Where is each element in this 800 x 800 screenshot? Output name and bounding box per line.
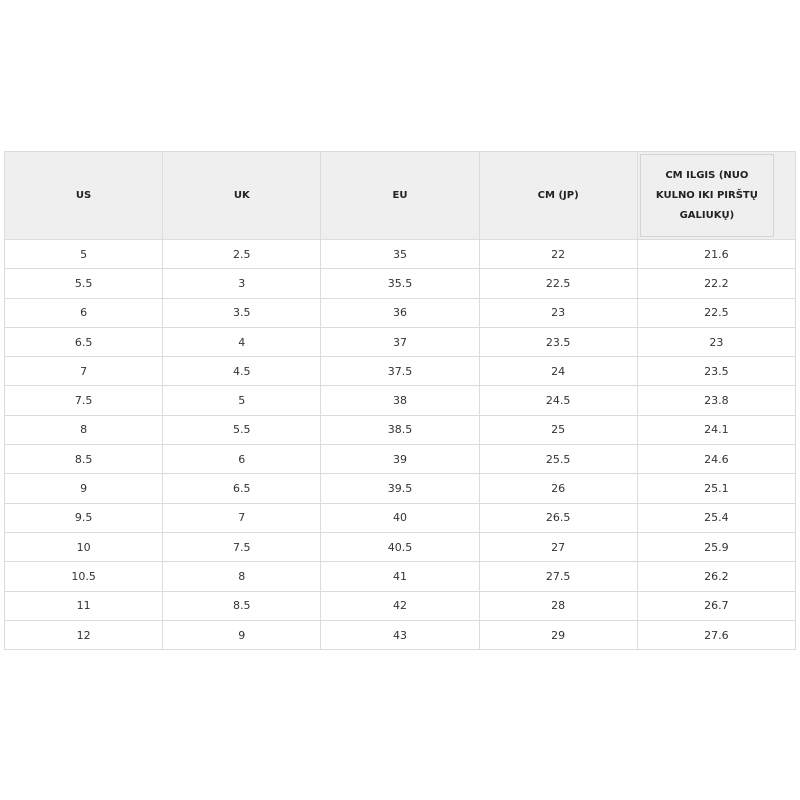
cell-cm-jp: 23 xyxy=(478,297,638,328)
cell-cm-length: 24.1 xyxy=(636,414,797,446)
cell-us: 8 xyxy=(3,414,164,446)
cell-eu: 40.5 xyxy=(320,531,480,563)
cell-cm-length: 22.2 xyxy=(636,268,797,299)
cell-cm-jp: 25 xyxy=(478,414,638,446)
cell-us: 5 xyxy=(3,238,164,270)
table-row: 10.5 8 41 27.5 26.2 xyxy=(3,561,797,592)
cell-cm-jp: 22.5 xyxy=(478,268,638,299)
header-cm-length: CM ILGIS (NUO KULNO IKI PIRŠTŲ GALIUKŲ) xyxy=(636,151,797,240)
cell-us: 7 xyxy=(3,356,164,387)
cell-uk: 5 xyxy=(162,385,322,416)
cell-us: 6 xyxy=(3,297,164,328)
cell-cm-jp: 27.5 xyxy=(478,561,638,592)
cell-uk: 5.5 xyxy=(162,414,322,446)
cell-cm-length: 24.6 xyxy=(636,444,797,475)
cell-eu: 39 xyxy=(320,444,480,475)
cell-cm-jp: 26 xyxy=(478,473,638,504)
cell-cm-jp: 27 xyxy=(478,531,638,563)
table-row: 5 2.5 35 22 21.6 xyxy=(3,238,797,270)
cell-eu: 37 xyxy=(320,326,480,358)
cell-uk: 4.5 xyxy=(162,356,322,387)
cell-cm-length: 26.7 xyxy=(636,590,797,621)
cell-eu: 36 xyxy=(320,297,480,328)
cell-cm-jp: 25.5 xyxy=(478,444,638,475)
cell-uk: 6 xyxy=(162,444,322,475)
table-row: 10 7.5 40.5 27 25.9 xyxy=(3,531,797,563)
cell-cm-jp: 26.5 xyxy=(478,502,638,533)
cell-eu: 40 xyxy=(320,502,480,533)
table-row: 11 8.5 42 28 26.7 xyxy=(3,590,797,621)
cell-cm-jp: 28 xyxy=(478,590,638,621)
cell-cm-jp: 24 xyxy=(478,356,638,387)
table-row: 8 5.5 38.5 25 24.1 xyxy=(3,414,797,446)
cell-uk: 4 xyxy=(162,326,322,358)
cell-eu: 41 xyxy=(320,561,480,592)
cell-us: 7.5 xyxy=(3,385,164,416)
cell-cm-jp: 22 xyxy=(478,238,638,270)
header-cm-jp: CM (JP) xyxy=(478,151,638,240)
cell-us: 9.5 xyxy=(3,502,164,533)
cell-cm-length: 25.1 xyxy=(636,473,797,504)
cell-eu: 38.5 xyxy=(320,414,480,446)
cell-us: 10 xyxy=(3,531,164,563)
header-us: US xyxy=(3,151,164,240)
cell-uk: 8.5 xyxy=(162,590,322,621)
cell-eu: 43 xyxy=(320,619,480,651)
cell-us: 11 xyxy=(3,590,164,621)
cell-us: 12 xyxy=(3,619,164,651)
table-row: 9.5 7 40 26.5 25.4 xyxy=(3,502,797,533)
cell-cm-length: 27.6 xyxy=(636,619,797,651)
table-row: 6.5 4 37 23.5 23 xyxy=(3,326,797,358)
cell-us: 9 xyxy=(3,473,164,504)
cell-us: 8.5 xyxy=(3,444,164,475)
cell-cm-length: 21.6 xyxy=(636,238,797,270)
cell-eu: 38 xyxy=(320,385,480,416)
header-row: US UK EU CM (JP) CM ILGIS (NUO KULNO IKI… xyxy=(3,151,797,240)
cell-us: 6.5 xyxy=(3,326,164,358)
cell-eu: 37.5 xyxy=(320,356,480,387)
size-chart-table: US UK EU CM (JP) CM ILGIS (NUO KULNO IKI… xyxy=(3,151,797,651)
table-row: 6 3.5 36 23 22.5 xyxy=(3,297,797,328)
cell-uk: 6.5 xyxy=(162,473,322,504)
cell-cm-length: 25.9 xyxy=(636,531,797,563)
cell-cm-jp: 29 xyxy=(478,619,638,651)
cell-uk: 2.5 xyxy=(162,238,322,270)
cell-cm-length: 25.4 xyxy=(636,502,797,533)
cell-uk: 3.5 xyxy=(162,297,322,328)
cell-us: 10.5 xyxy=(3,561,164,592)
cell-cm-jp: 23.5 xyxy=(478,326,638,358)
cell-cm-length: 23 xyxy=(636,326,797,358)
cell-uk: 7.5 xyxy=(162,531,322,563)
cell-us: 5.5 xyxy=(3,268,164,299)
cell-uk: 3 xyxy=(162,268,322,299)
table-row: 12 9 43 29 27.6 xyxy=(3,619,797,651)
cell-uk: 7 xyxy=(162,502,322,533)
cell-cm-length: 22.5 xyxy=(636,297,797,328)
cell-uk: 9 xyxy=(162,619,322,651)
cell-cm-length: 23.8 xyxy=(636,385,797,416)
table-row: 7 4.5 37.5 24 23.5 xyxy=(3,356,797,387)
table-row: 8.5 6 39 25.5 24.6 xyxy=(3,444,797,475)
header-cm-length-label: CM ILGIS (NUO KULNO IKI PIRŠTŲ GALIUKŲ) xyxy=(639,154,774,237)
table-row: 9 6.5 39.5 26 25.1 xyxy=(3,473,797,504)
table-row: 5.5 3 35.5 22.5 22.2 xyxy=(3,268,797,299)
cell-cm-jp: 24.5 xyxy=(478,385,638,416)
cell-uk: 8 xyxy=(162,561,322,592)
cell-eu: 35 xyxy=(320,238,480,270)
cell-eu: 35.5 xyxy=(320,268,480,299)
header-eu: EU xyxy=(320,151,480,240)
header-uk: UK xyxy=(162,151,322,240)
table-row: 7.5 5 38 24.5 23.8 xyxy=(3,385,797,416)
cell-cm-length: 26.2 xyxy=(636,561,797,592)
cell-cm-length: 23.5 xyxy=(636,356,797,387)
cell-eu: 39.5 xyxy=(320,473,480,504)
cell-eu: 42 xyxy=(320,590,480,621)
